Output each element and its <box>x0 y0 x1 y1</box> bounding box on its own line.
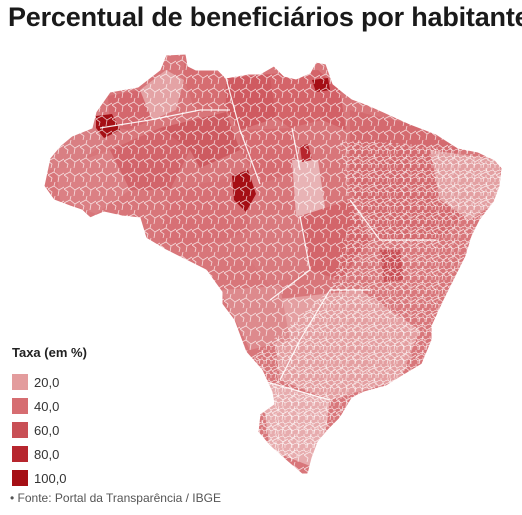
legend-swatch <box>12 470 28 486</box>
map-regions <box>44 54 502 474</box>
legend-swatch <box>12 446 28 462</box>
legend-swatch <box>12 422 28 438</box>
legend-label: 20,0 <box>34 374 60 390</box>
map-svg <box>43 53 503 475</box>
legend-label: 100,0 <box>34 470 67 486</box>
legend-item: 80,0 <box>12 442 87 466</box>
legend-swatch <box>12 374 28 390</box>
legend-label: 40,0 <box>34 398 60 414</box>
legend-label: 80,0 <box>34 446 60 462</box>
legend-swatch <box>12 398 28 414</box>
legend-item: 40,0 <box>12 394 87 418</box>
map-legend: Taxa (em %) 20,0 40,0 60,0 80,0 100,0 <box>12 345 87 490</box>
legend-title: Taxa (em %) <box>12 345 87 360</box>
legend-item: 20,0 <box>12 370 87 394</box>
brazil-choropleth-map <box>40 40 522 480</box>
legend-item: 60,0 <box>12 418 87 442</box>
chart-title: Percentual de beneficiários por habitant… <box>8 2 522 32</box>
source-note: • Fonte: Portal da Transparência / IBGE <box>10 491 221 505</box>
legend-label: 60,0 <box>34 422 60 438</box>
legend-item: 100,0 <box>12 466 87 490</box>
